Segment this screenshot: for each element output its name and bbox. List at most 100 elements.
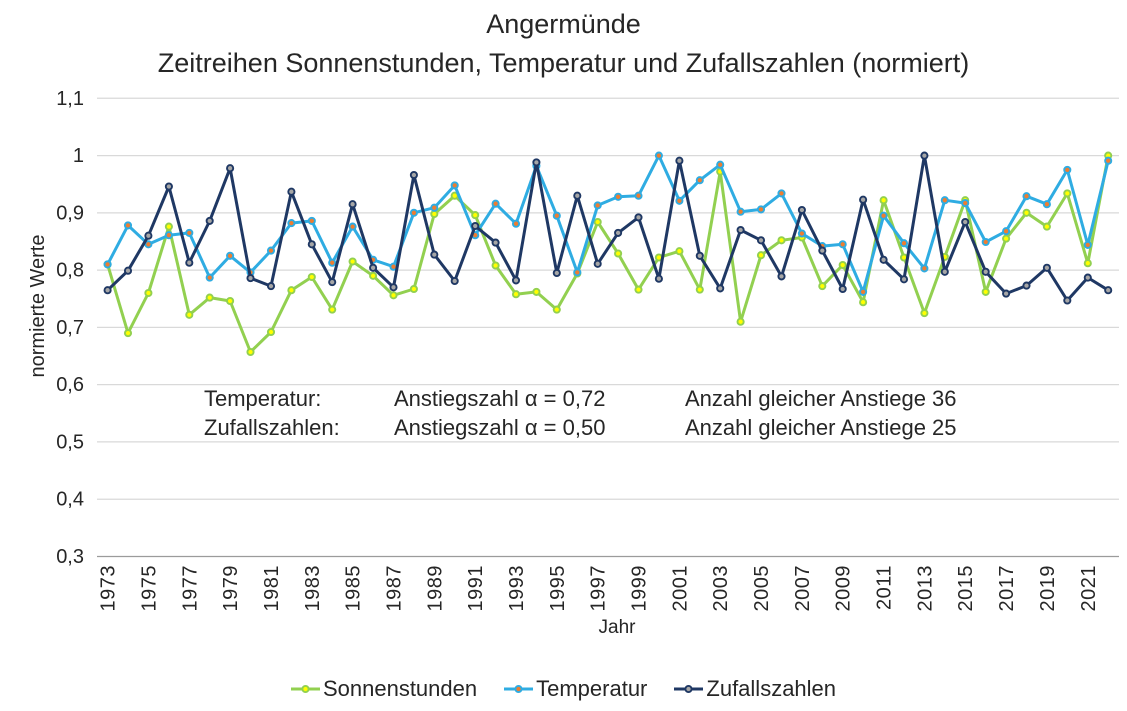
data-point (348, 222, 357, 231)
y-tick-label: 0,7 (56, 317, 84, 339)
data-point (1063, 296, 1072, 305)
data-point (205, 273, 214, 282)
data-point (1104, 156, 1113, 165)
x-tick-label: 1995 (547, 565, 569, 612)
x-tick-label: 1993 (506, 565, 528, 612)
data-point (532, 158, 541, 167)
annotation-row2-alpha: Anstiegszahl α = 0,50 (394, 415, 606, 440)
data-point (185, 310, 194, 319)
data-point (654, 151, 663, 160)
data-point (123, 221, 133, 230)
y-axis-title: normierte Werte (27, 234, 49, 378)
data-point (266, 327, 276, 337)
legend-label: Temperatur (536, 676, 648, 701)
data-point (164, 222, 173, 231)
data-point (920, 309, 929, 318)
data-point (226, 164, 235, 173)
data-point (593, 217, 602, 227)
data-point (961, 199, 970, 208)
x-tick-labels: 1973 1975 1977 1979 1981 1983 1985 1987 1989 1991… (98, 565, 1100, 612)
data-point (185, 258, 194, 267)
series-line (106, 154, 1110, 302)
x-tick-label: 2003 (710, 565, 732, 612)
data-point (1022, 208, 1031, 217)
data-point (593, 201, 602, 210)
gridlines (97, 97, 1119, 558)
data-point (981, 287, 990, 296)
data-point (716, 284, 725, 293)
data-point (103, 260, 112, 269)
data-point (226, 296, 235, 306)
series-temperatur (103, 151, 1113, 296)
data-point (879, 255, 888, 264)
data-point (348, 257, 357, 266)
data-point (552, 305, 561, 314)
data-point (614, 228, 623, 237)
data-point (981, 237, 990, 247)
x-tick-label: 2007 (792, 565, 814, 612)
data-point (1104, 286, 1113, 295)
legend-label: Zufallszahlen (706, 676, 837, 701)
data-point (573, 268, 582, 277)
data-point (1042, 222, 1051, 231)
data-point (797, 205, 806, 215)
data-point (1063, 165, 1072, 174)
series-line (106, 154, 1110, 294)
x-tick-label: 2013 (914, 565, 936, 612)
y-tick-label: 0,6 (56, 374, 84, 396)
data-point (818, 282, 827, 291)
data-point (634, 285, 643, 294)
data-point (307, 272, 316, 282)
annotation-row1-label: Temperatur: (204, 386, 322, 411)
y-tick-label: 0,5 (56, 431, 84, 453)
legend-item-temperatur: Temperatur (504, 676, 647, 702)
data-point (675, 247, 684, 256)
x-tick-label: 1979 (220, 565, 242, 612)
data-point (144, 231, 153, 240)
legend-marker-icon (674, 684, 704, 694)
data-point (450, 276, 459, 286)
data-point (491, 199, 500, 208)
data-point (838, 240, 847, 249)
x-tick-label: 1991 (465, 565, 487, 612)
data-point (1083, 273, 1092, 282)
x-tick-label: 1989 (424, 565, 446, 612)
data-point (123, 329, 133, 338)
data-point (859, 195, 868, 204)
annotation-row2-label: Zufallszahlen: (204, 415, 340, 440)
data-point (756, 205, 766, 214)
data-point (328, 278, 337, 287)
data-point (389, 291, 398, 300)
data-point (777, 272, 786, 281)
x-tick-label: 1981 (261, 565, 283, 612)
data-point (511, 276, 521, 285)
data-point (879, 196, 888, 205)
data-point (307, 216, 316, 225)
data-point (634, 213, 643, 222)
annotation-row1-alpha: Anstiegszahl α = 0,72 (394, 386, 606, 411)
y-tick-label: 0,4 (56, 489, 84, 511)
data-point (654, 274, 663, 283)
data-point (409, 284, 418, 294)
x-tick-label: 1977 (179, 565, 201, 612)
data-point (675, 156, 684, 165)
data-point (899, 275, 909, 284)
data-point (736, 207, 745, 216)
x-tick-label: 2011 (874, 565, 896, 610)
data-point (409, 170, 418, 180)
series-line (106, 154, 1110, 354)
data-point (961, 217, 970, 227)
data-point (920, 151, 929, 160)
data-point (430, 203, 439, 212)
data-point (123, 266, 133, 275)
data-point (287, 219, 296, 228)
x-tick-label: 1987 (383, 565, 405, 612)
legend-marker-icon (504, 684, 534, 694)
data-point (1083, 240, 1092, 249)
y-tick-label: 0,9 (56, 202, 84, 224)
data-point (430, 250, 439, 259)
chart-subtitle: Zeitreihen Sonnenstunden, Temperatur und… (157, 48, 970, 78)
data-point (266, 282, 276, 291)
data-point (369, 263, 378, 272)
